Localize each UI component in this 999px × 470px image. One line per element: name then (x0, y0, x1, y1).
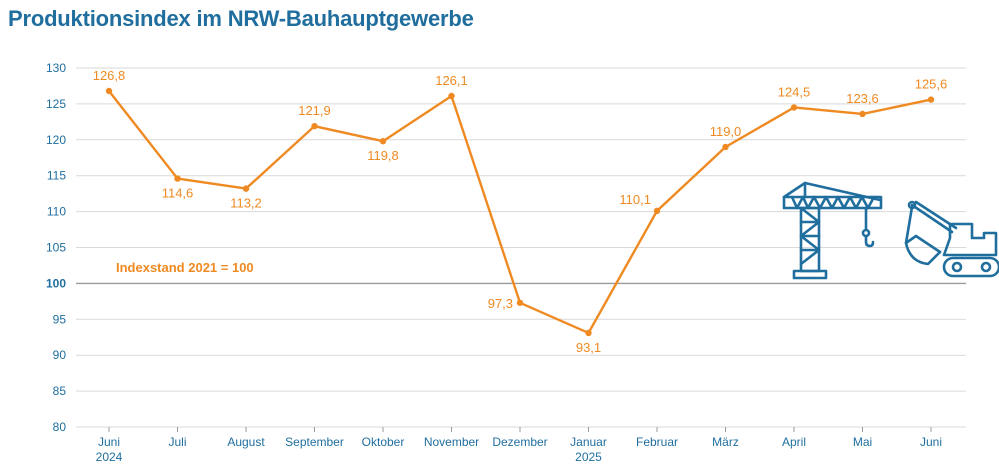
data-label: 119,8 (367, 148, 399, 163)
y-tick-label: 110 (47, 205, 66, 219)
x-tick-label: Oktober (362, 435, 405, 449)
data-point (242, 185, 250, 192)
y-tick-label: 120 (46, 133, 66, 147)
x-tick-label: Juli (168, 435, 186, 449)
y-tick-label: 100 (46, 276, 66, 290)
data-point (653, 207, 661, 215)
data-label: 126,8 (93, 68, 126, 83)
data-point (311, 122, 318, 130)
data-points (105, 87, 935, 337)
y-tick-label: 95 (53, 312, 67, 326)
data-point (927, 96, 935, 103)
data-point (859, 110, 866, 118)
x-tick-label: März (712, 435, 739, 449)
data-point (722, 143, 729, 151)
x-tick-label: Juni (98, 435, 120, 449)
y-tick-label: 105 (46, 241, 66, 255)
y-tick-label: 130 (46, 61, 66, 75)
y-tick-label: 125 (46, 97, 66, 111)
data-labels: 126,8 114,6 113,2 121,9 119,8 126,1 97,3 93,1 11… (93, 68, 948, 355)
data-point (448, 92, 455, 100)
data-point (105, 87, 113, 95)
data-label: 93,1 (576, 340, 601, 355)
x-tick-year-label: 2025 (575, 450, 602, 464)
x-tick-label: Januar (570, 435, 607, 449)
excavator-icon (904, 200, 999, 278)
chart-title: Produktionsindex im NRW-Bauhauptgewerbe (8, 6, 474, 31)
data-label: 114,6 (162, 186, 194, 201)
x-tick-label: September (285, 435, 344, 449)
data-label: 97,3 (488, 296, 513, 311)
x-tick-label: November (424, 435, 479, 449)
y-tick-label: 80 (53, 420, 67, 434)
data-point (174, 175, 181, 182)
x-tick-year-label: 2024 (96, 450, 123, 464)
crane-icon (782, 181, 883, 280)
x-tick-label: August (227, 435, 265, 449)
data-label: 125,6 (915, 77, 948, 92)
x-tick-label: Februar (636, 435, 678, 449)
y-tick-label: 115 (47, 169, 66, 183)
index-annotation: Indexstand 2021 = 100 (116, 260, 254, 275)
data-label: 126,1 (435, 73, 468, 88)
y-tick-label: 85 (53, 384, 67, 398)
data-label: 119,0 (710, 124, 742, 139)
data-label: 110,1 (619, 192, 651, 207)
y-tick-label: 90 (53, 348, 67, 362)
data-point (790, 104, 798, 111)
data-label: 121,9 (298, 103, 331, 118)
y-axis-ticks: 80 85 90 95 100 105 110 115 120 125 130 (46, 61, 66, 434)
data-point (379, 138, 387, 145)
data-point (585, 329, 592, 337)
x-tick-label: Dezember (492, 435, 547, 449)
x-tick-label: April (782, 435, 806, 449)
grid-lines (76, 67, 966, 428)
data-label: 123,6 (846, 91, 879, 106)
data-label: 113,2 (230, 196, 262, 211)
x-tick-label: Mai (853, 435, 872, 449)
data-label: 124,5 (778, 84, 811, 99)
data-point (516, 299, 524, 306)
x-tick-label: Juni (920, 435, 942, 449)
